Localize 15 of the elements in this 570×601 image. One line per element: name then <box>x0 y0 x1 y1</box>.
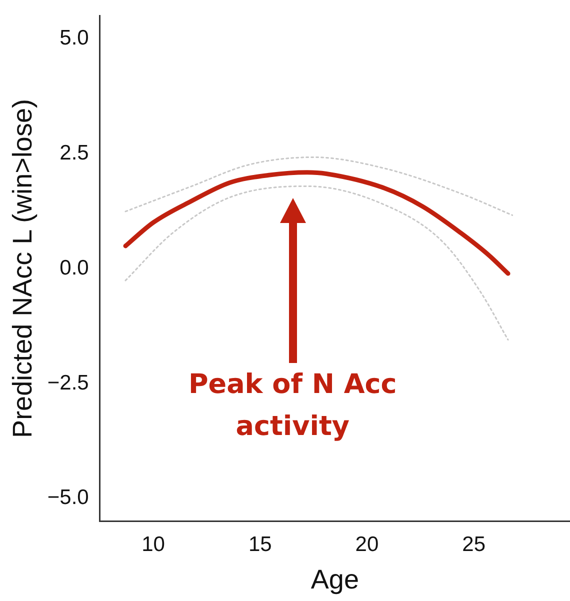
line-series <box>124 185 509 341</box>
y-tick-label: 2.5 <box>60 141 89 164</box>
line-series <box>124 156 514 216</box>
x-tick-label: 10 <box>142 532 165 556</box>
x-tick-label: 15 <box>248 532 272 556</box>
line-series <box>123 170 510 276</box>
y-tick-label: 0.0 <box>60 256 89 280</box>
x-tick-label: 25 <box>462 532 486 556</box>
y-tick-label: −2.5 <box>47 371 89 394</box>
x-tick-label: 20 <box>355 532 379 556</box>
y-axis-title: Predicted NAcc L (win>lose) <box>8 99 38 438</box>
annotation: Peak of N Acc activity <box>188 369 397 442</box>
y-tick-label: 5.0 <box>60 26 89 50</box>
x-axis-title: Age <box>310 564 359 594</box>
y-tick-label: −5.0 <box>47 486 89 510</box>
